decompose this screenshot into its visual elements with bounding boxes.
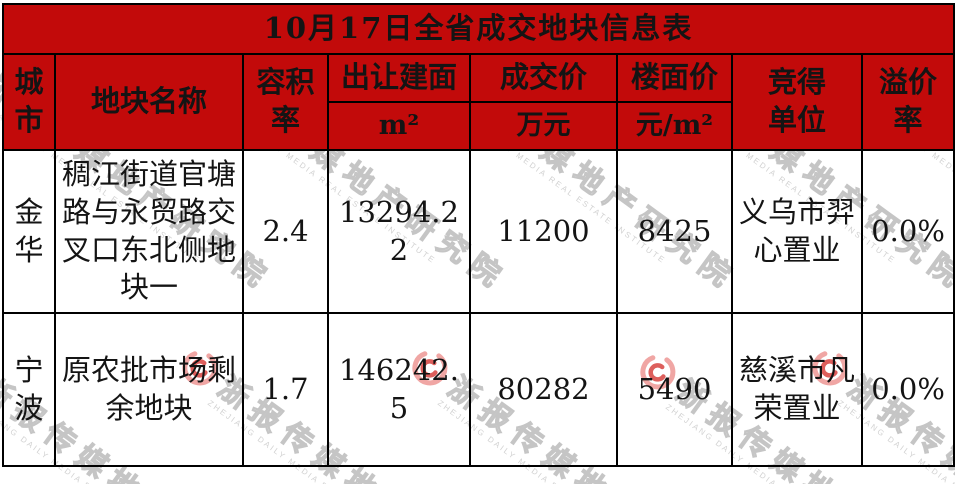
cell-winner: 慈溪市凡荣置业 <box>731 312 863 467</box>
cell-winner: 义乌市羿心置业 <box>731 149 863 314</box>
cell-price: 11200 <box>469 149 618 314</box>
cell-premium: 0.0% <box>860 149 955 314</box>
header-row-top: 城市 地块名称 容积 率 出让建面 成交价 楼面价 竞得 单位 溢价 率 <box>2 53 955 151</box>
col-header-winner: 竞得 单位 <box>731 53 863 151</box>
header-row-units: m² 万元 元/m² <box>3 101 954 151</box>
table-row: 金华 稠江街道官塘路与永贸路交叉口东北侧地块一 2.4 13294.22 112… <box>2 149 955 314</box>
col-header-plot-name: 地块名称 <box>54 53 244 151</box>
cell-area: 13294.22 <box>327 149 471 314</box>
land-transactions-table: 10月17日全省成交地块信息表 城市 地块名称 容积 率 出让建面 成交价 楼面… <box>1 3 955 467</box>
cell-price: 80282 <box>469 312 618 467</box>
cell-floor-price: 8425 <box>616 149 733 314</box>
cell-plot-name: 稠江街道官塘路与永贸路交叉口东北侧地块一 <box>54 149 244 314</box>
col-header-floor-price: 楼面价 <box>616 53 733 103</box>
col-header-area: 出让建面 <box>327 53 471 103</box>
col-unit-area: m² <box>327 101 471 151</box>
col-unit-price: 万元 <box>469 101 618 151</box>
col-unit-floor-price: 元/m² <box>616 101 733 151</box>
title-row: 10月17日全省成交地块信息表 <box>1 3 955 55</box>
table-row: 宁波 原农批市场剩余地块 1.7 146242.5 80282 5490 慈溪市… <box>2 312 955 467</box>
cell-city: 宁波 <box>2 312 56 467</box>
cell-plot-name: 原农批市场剩余地块 <box>54 312 244 467</box>
cell-city: 金华 <box>2 149 56 314</box>
col-header-city: 城市 <box>2 53 56 151</box>
cell-floor-price: 5490 <box>616 312 733 467</box>
cell-premium: 0.0% <box>860 312 955 467</box>
col-header-price: 成交价 <box>469 53 618 103</box>
cell-area: 146242.5 <box>327 312 471 467</box>
col-header-premium: 溢价 率 <box>860 53 955 151</box>
cell-far: 1.7 <box>242 312 329 467</box>
page-title: 10月17日全省成交地块信息表 <box>1 3 955 55</box>
col-header-far: 容积 率 <box>242 53 329 151</box>
cell-far: 2.4 <box>242 149 329 314</box>
